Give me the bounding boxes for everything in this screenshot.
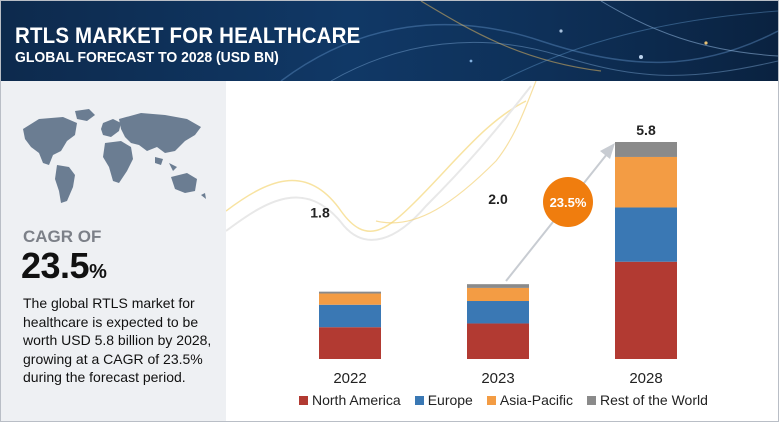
bars-group [319,142,677,359]
header-light-trails [280,1,778,81]
cagr-percent-sign: % [89,261,107,283]
legend-swatch [587,395,596,405]
legend: North America Europe Asia-Pacific Rest of t… [299,391,722,409]
legend-label: Europe [427,392,473,408]
bar-2028-north-america [615,261,677,359]
world-map-icon [23,109,206,203]
legend-swatch [299,395,308,405]
legend-label: North America [312,392,401,408]
chart-title: RTLS MARKET FOR HEALTHCARE [15,23,361,48]
left-panel: CAGR OF 23.5% The global RTLS market for… [1,81,226,421]
legend-label: Rest of the World [600,392,708,408]
x-tick-2028: 2028 [629,370,662,387]
legend-label: Asia-Pacific [499,392,573,408]
bar-2022-north-america [319,327,381,359]
bar-2028-europe [615,207,677,262]
x-tick-2023: 2023 [481,370,514,387]
legend-swatch [486,395,496,405]
bar-2028-asia-pacific [615,156,677,208]
bar-2022-europe [319,304,381,328]
bar-2023-europe [467,301,529,324]
cagr-number: 23.5 [21,245,90,286]
chart-background-trails [226,81,537,241]
bar-2023-rest-of-the-world [467,284,529,288]
bar-2023-north-america [467,323,529,359]
legend-item-rest-of-the-world: Rest of the World [587,392,708,408]
cagr-label: CAGR OF [23,227,102,246]
market-description: The global RTLS market for healthcare is… [23,295,212,385]
total-label-2023: 2.0 [488,191,508,207]
legend-item-asia-pacific: Asia-Pacific [486,392,573,408]
bar-2022-rest-of-the-world [319,291,381,294]
header-banner: RTLS MARKET FOR HEALTHCARE GLOBAL FORECA… [1,1,778,81]
chart-subtitle: GLOBAL FORECAST TO 2028 (USD BN) [15,49,279,66]
legend-item-europe: Europe [414,392,473,408]
cagr-badge [543,177,593,227]
legend-swatch [414,395,424,405]
x-tick-labels: 2022 2023 2028 [333,370,662,387]
bar-chart: 1.8 2.0 5.8 2022 2023 2028 23.5% [226,81,677,387]
total-labels: 1.8 2.0 5.8 [310,122,656,221]
total-label-2028: 5.8 [636,122,656,138]
x-tick-2022: 2022 [333,370,366,387]
bar-2023-asia-pacific [467,287,529,302]
legend-item-north-america: North America [299,392,401,408]
bar-2022-asia-pacific [319,293,381,305]
growth-arrow-head [600,143,615,159]
bar-2028-rest-of-the-world [615,142,677,157]
cagr-annotation: 23.5% [505,143,615,282]
cagr-badge-label: 23.5% [550,195,587,210]
cagr-value: 23.5% [21,245,107,287]
total-label-2022: 1.8 [310,205,330,221]
